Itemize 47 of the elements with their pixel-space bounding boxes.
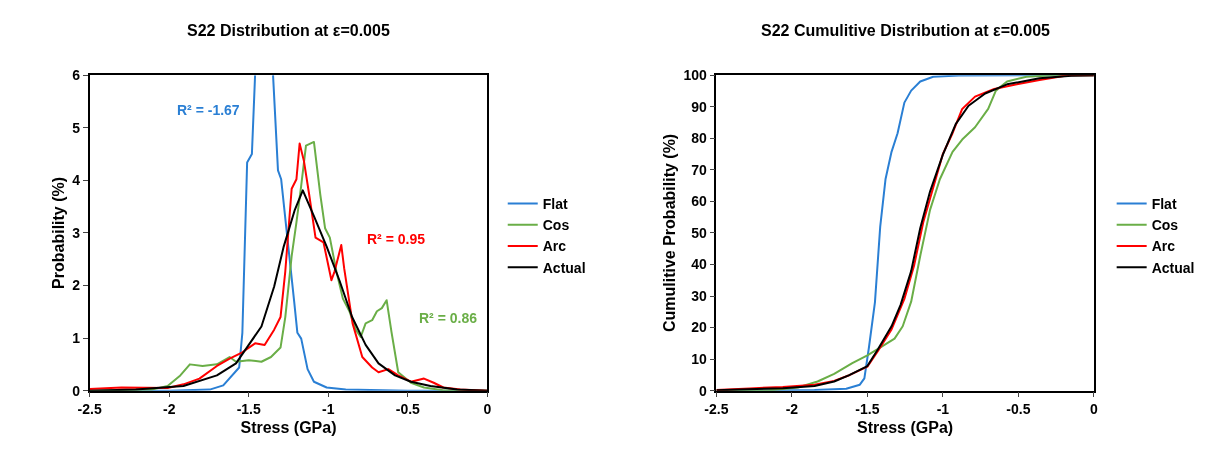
y-tick-label: 30 <box>691 287 708 304</box>
legend-label: Actual <box>1151 259 1195 276</box>
chart-title: S22 Distribution at ε=0.005 <box>187 22 390 39</box>
y-tick-label: 40 <box>691 256 708 273</box>
legend-label: Flat <box>1151 196 1177 213</box>
legend-label: Actual <box>542 259 586 276</box>
y-tick-label: 10 <box>691 351 708 368</box>
legend-label: Arc <box>542 238 567 255</box>
y-tick-label: 3 <box>72 224 81 241</box>
x-tick-label: -1.5 <box>855 401 880 418</box>
x-tick-label: -0.5 <box>395 401 421 418</box>
y-tick-label: 80 <box>691 130 708 147</box>
y-tick-label: 6 <box>72 67 81 84</box>
x-tick-label: -1 <box>936 401 950 418</box>
x-tick-label: -2.5 <box>77 401 102 418</box>
x-tick-label: 0 <box>1089 401 1098 418</box>
x-tick-label: -2 <box>162 401 176 418</box>
y-tick-label: 5 <box>72 119 81 136</box>
y-axis-title: Cumulitive Probability (%) <box>660 133 678 333</box>
x-tick-label: -1.5 <box>236 401 261 418</box>
chart-title: S22 Cumulitive Distribution at ε=0.005 <box>761 22 1051 39</box>
y-tick-label: 90 <box>691 98 708 115</box>
legend-label: Cos <box>1151 217 1179 234</box>
y-tick-label: 0 <box>72 382 81 399</box>
x-tick-label: -0.5 <box>1006 401 1031 418</box>
legend-label: Flat <box>542 196 568 213</box>
legend-label: Cos <box>542 217 570 234</box>
y-tick-label: 2 <box>72 277 81 294</box>
x-tick-label: -2 <box>785 401 799 418</box>
x-axis-title: Stress (GPa) <box>857 419 954 437</box>
y-tick-label: 4 <box>72 172 81 189</box>
x-tick-label: 0 <box>483 401 492 418</box>
y-tick-label: 70 <box>691 161 708 178</box>
y-tick-label: 20 <box>691 319 708 336</box>
y-tick-label: 100 <box>683 67 708 84</box>
x-tick-label: -2.5 <box>704 401 729 418</box>
legend-label: Arc <box>1151 238 1176 255</box>
y-tick-label: 1 <box>72 329 81 346</box>
annotation: R² = 0.95 <box>367 231 426 247</box>
y-tick-label: 0 <box>699 382 708 399</box>
annotation: R² = 0.86 <box>419 310 478 326</box>
y-tick-label: 60 <box>691 193 708 210</box>
x-axis-title: Stress (GPa) <box>240 419 337 437</box>
annotation: R² = -1.67 <box>177 102 240 118</box>
y-axis-title: Probability (%) <box>49 176 67 289</box>
y-tick-label: 50 <box>691 224 708 241</box>
x-tick-label: -1 <box>322 401 335 418</box>
